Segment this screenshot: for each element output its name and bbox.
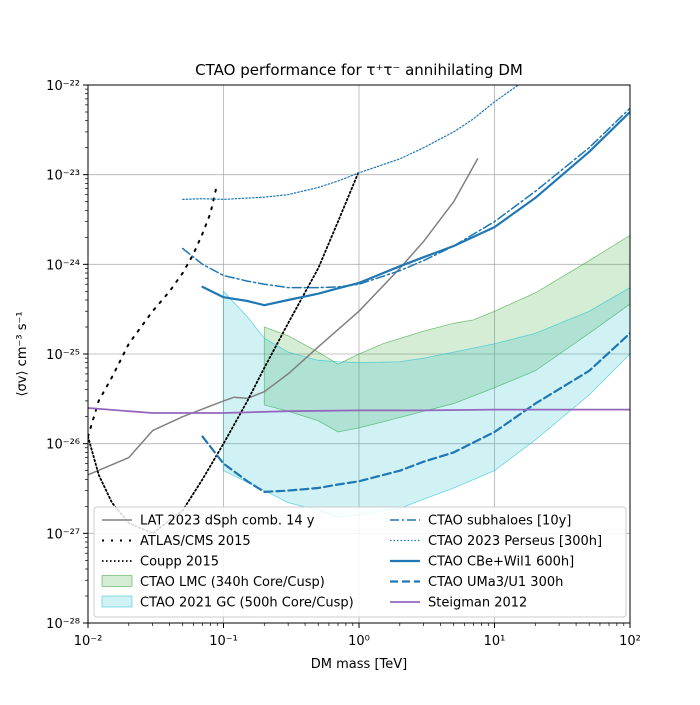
legend-label: CTAO UMa3/U1 300h: [428, 575, 563, 590]
legend-swatch: [101, 595, 133, 608]
legend-label: CTAO CBe+Wil1 600h]: [428, 555, 574, 570]
legend-label: CTAO subhaloes [10y]: [428, 514, 571, 529]
y-tick-label: 10⁻²⁶: [46, 438, 80, 453]
y-tick-label: 10⁻²⁸: [46, 617, 80, 632]
y-tick-label: 10⁻²⁷: [46, 527, 80, 542]
legend-label: CTAO 2021 GC (500h Core/Cusp): [140, 596, 354, 611]
x-tick-label: 10²: [619, 634, 641, 649]
series-layer: [88, 85, 630, 535]
series-line-ctao-2023-perseus-300h: [182, 85, 519, 200]
legend-box: [93, 506, 627, 618]
axis-ticks: 10⁻² 10⁻¹ 10⁰ 10¹ 10² 10⁻²⁸ 10⁻²⁷ 10⁻²⁶ 10⁻²⁵ 10⁻…: [46, 79, 641, 649]
legend-label: Steigman 2012: [428, 596, 527, 611]
y-tick-label: 10⁻²⁵: [46, 348, 80, 363]
legend-label: CTAO LMC (340h Core/Cusp): [140, 575, 325, 590]
series-line-lat-2023-dsph-comb-14-y: [88, 158, 479, 476]
legend-label: CTAO 2023 Perseus [300h]: [428, 534, 602, 549]
series-line-ctao-cbe-wil1-600h: [201, 110, 630, 307]
y-axis-title: ⟨σv⟩ cm⁻³ s⁻¹: [15, 311, 30, 396]
legend-label: LAT 2023 dSph comb. 14 y: [140, 514, 315, 529]
x-tick-label: 10⁰: [348, 634, 370, 649]
x-tick-label: 10⁻²: [74, 634, 103, 649]
series-line-atlas-cms-2015: [88, 182, 219, 438]
series-line-coupp-2015: [88, 170, 360, 535]
chart-title: CTAO performance for τ⁺τ⁻ annihilating D…: [195, 61, 523, 79]
legend-label: Coupp 2015: [140, 555, 219, 570]
x-tick-label: 10¹: [484, 634, 506, 649]
x-tick-label: 10⁻¹: [209, 634, 238, 649]
series-line-ctao-uma3-u1-300h: [201, 332, 630, 493]
y-tick-label: 10⁻²⁴: [46, 258, 80, 273]
legend: LAT 2023 dSph comb. 14 y ATLAS/CMS 2015 Co…: [93, 506, 627, 618]
band-ctao-lmc-340h-core-cusp: [263, 234, 630, 433]
legend-swatch: [101, 575, 133, 587]
legend-label: ATLAS/CMS 2015: [140, 534, 251, 549]
y-tick-label: 10⁻²³: [46, 169, 80, 184]
y-tick-label: 10⁻²²: [46, 79, 80, 94]
band-ctao-2021-gc-500h-core-cusp: [223, 287, 630, 518]
series-line-steigman-2012: [88, 407, 630, 414]
x-axis-title: DM mass [TeV]: [311, 657, 407, 672]
